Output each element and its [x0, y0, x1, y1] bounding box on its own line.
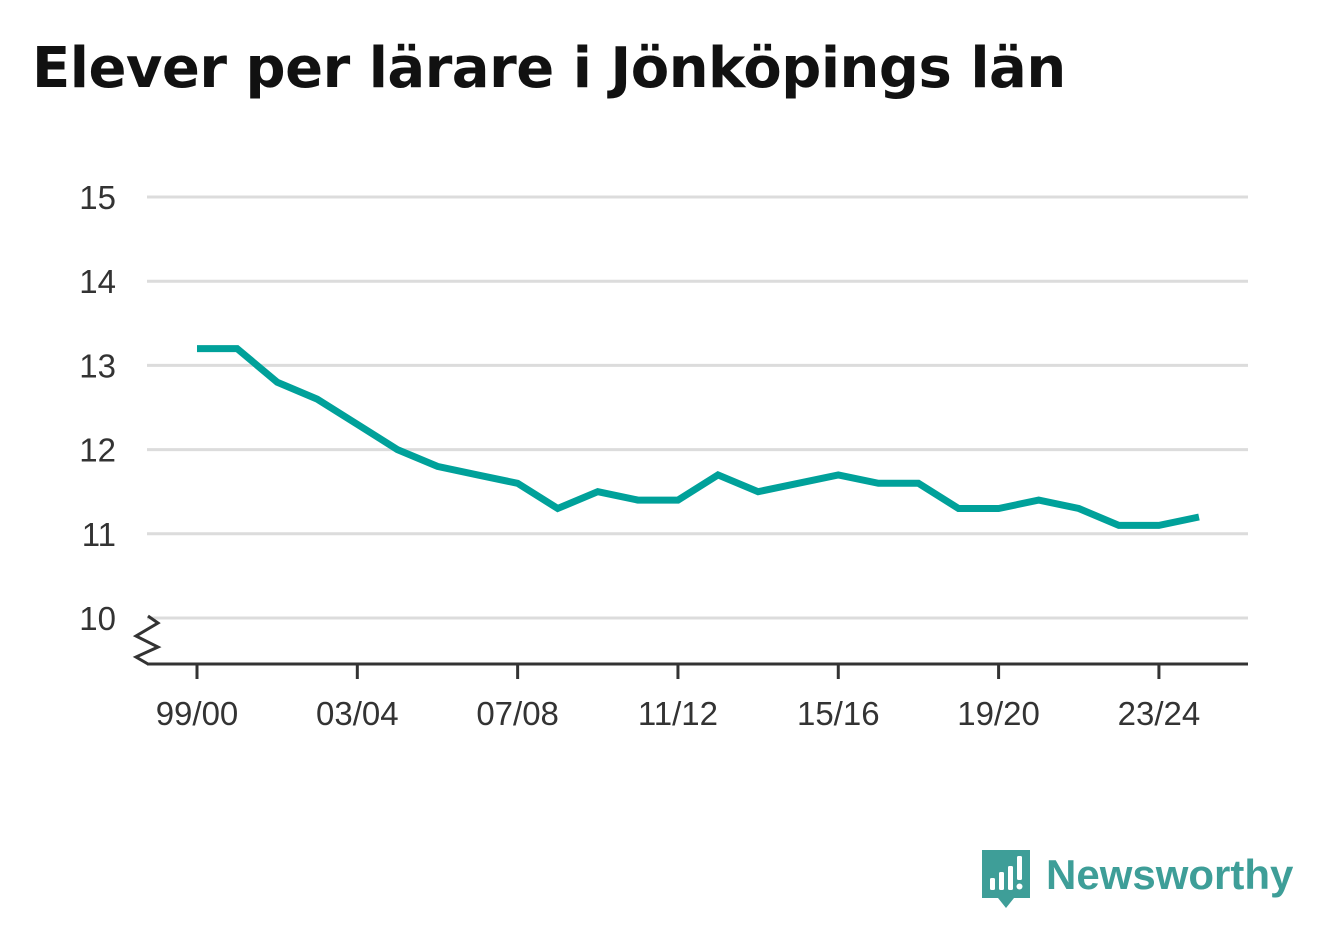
x-tick-label: 11/12 — [638, 695, 718, 732]
y-axis-break — [132, 614, 162, 666]
y-tick-label: 10 — [79, 600, 116, 637]
x-tick-label: 23/24 — [1118, 695, 1201, 732]
x-tick-label: 07/08 — [476, 695, 559, 732]
chart-title: Elever per lärare i Jönköpings län — [32, 36, 1066, 101]
grid-lines — [147, 195, 1248, 620]
newsworthy-logo-icon — [982, 850, 1030, 908]
y-tick-label: 12 — [79, 432, 116, 469]
brand-name: Newsworthy — [1046, 851, 1294, 898]
x-tick-label: 03/04 — [316, 695, 399, 732]
y-tick-label: 11 — [82, 516, 116, 553]
y-tick-label: 14 — [79, 263, 116, 300]
y-axis: 10 11 12 13 14 15 — [79, 179, 162, 666]
x-axis: 99/00 03/04 07/08 11/12 15/16 19/20 23/24 — [147, 662, 1248, 732]
x-tick-label: 15/16 — [797, 695, 880, 732]
y-tick-label: 15 — [79, 179, 116, 216]
y-tick-label: 13 — [79, 347, 116, 384]
brand-logo: Newsworthy — [980, 848, 1293, 912]
series-line — [197, 345, 1200, 529]
x-tick-label: 19/20 — [957, 695, 1040, 732]
series-layer — [197, 345, 1200, 529]
x-tick-label: 99/00 — [156, 695, 239, 732]
